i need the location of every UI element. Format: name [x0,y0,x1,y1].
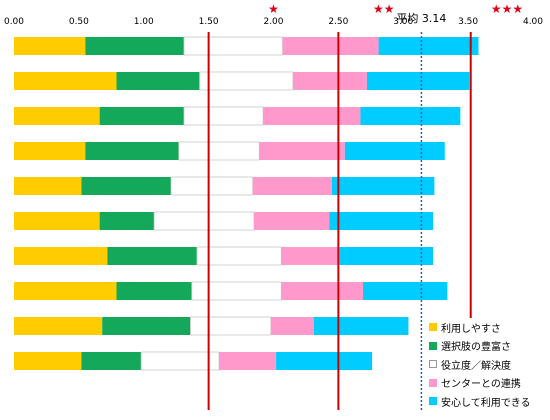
legend-label-coordination: センターとの連携 [441,379,521,391]
bar-segment-row1-series5 [378,37,479,55]
bar-segment-row2-series5 [366,72,470,90]
bar-segment-row8-series3 [191,281,282,301]
bar-segment-row1-series2 [85,37,184,55]
bar-segment-row2-series3 [199,71,294,91]
bar-segment-row6-series1 [14,212,100,230]
bar-segment-row1-series1 [14,37,86,55]
bar-segment-row2-series4 [292,72,367,90]
star-marker-3: ★★★ [491,2,523,16]
bar-segment-row2-series2 [116,72,200,90]
x-tick-label: 3.00 [393,17,413,27]
legend-label-reliability: 安心して利用できる [441,397,531,409]
bar-segment-row6-series3 [153,211,255,231]
bar-segment-row10-series1 [14,352,82,370]
x-tick-label: 1.00 [134,17,154,27]
legend-swatch-reliability [429,397,437,406]
bar-segment-row9-series1 [14,317,103,335]
bar-segment-row4-series3 [178,141,260,161]
legend-item-coordination: センターとの連携 [429,374,550,393]
bar-segment-row5-series2 [81,177,171,195]
bar-segment-row3-series1 [14,107,100,125]
x-tick-label: 0.50 [69,17,89,27]
star-marker-2: ★★ [373,2,395,16]
legend-item-reliability: 安心して利用できる [429,392,550,411]
bar-segment-row1-series4 [282,37,379,55]
bar-segment-row7-series5 [339,247,434,265]
bar-segment-row8-series1 [14,282,117,300]
bar-segment-row4-series1 [14,142,86,160]
bar-segment-row10-series3 [140,351,220,371]
bar-segment-row4-series2 [85,142,179,160]
legend-label-variety: 選択肢の豊富さ [441,342,511,354]
x-tick-label: 4.00 [523,17,543,27]
bar-segment-row8-series4 [281,282,364,300]
bar-segment-row3-series5 [360,107,461,125]
legend-label-usefulness: 役立度／解決度 [441,360,511,372]
bar-segment-row8-series2 [116,282,192,300]
bar-segment-row10-series4 [219,352,277,370]
bar-segment-row6-series4 [254,212,330,230]
legend-item-variety: 選択肢の豊富さ [429,337,550,356]
bar-segment-row9-series5 [313,317,409,335]
bar-segment-row9-series4 [270,317,314,335]
legend-item-usability: 利用しやすさ [429,318,550,337]
legend-label-usability: 利用しやすさ [441,323,501,335]
bar-segment-row1-series3 [183,36,283,56]
bar-segment-row5-series5 [331,177,435,195]
bar-segment-row5-series4 [252,177,332,195]
bar-segment-row5-series3 [170,176,254,196]
bar-segment-row4-series5 [344,142,445,160]
x-tick-label: 2.00 [263,17,283,27]
x-tick-label: 1.50 [199,17,219,27]
bar-segment-row10-series5 [276,352,373,370]
legend-item-usefulness: 役立度／解決度 [429,355,550,374]
bar-segment-row7-series1 [14,247,108,265]
legend-swatch-usability [429,323,437,332]
bar-segment-row3-series2 [99,107,184,125]
x-tick-label: 2.50 [328,17,348,27]
bar-segment-row10-series2 [81,352,142,370]
legend-swatch-coordination [429,378,437,387]
bar-segment-row8-series5 [363,282,448,300]
legend: 利用しやすさ 選択肢の豊富さ 役立度／解決度 センターとの連携 安心して利用でき… [429,318,550,416]
bar-segment-row9-series3 [190,316,272,336]
bar-segment-row4-series4 [259,142,345,160]
x-tick-label: 3.50 [458,17,478,27]
legend-swatch-usefulness [429,360,437,369]
bar-segment-row3-series3 [183,106,264,126]
bar-segment-row7-series4 [281,247,340,265]
bar-segment-row7-series2 [107,247,197,265]
average-label: 平均 3.14 [396,12,446,25]
star-marker-1: ★ [268,2,279,16]
bar-segment-row9-series2 [102,317,191,335]
x-tick-label: 0.00 [4,17,24,27]
bar-segment-row3-series4 [263,107,361,125]
bar-segment-row5-series1 [14,177,82,195]
bar-segment-row6-series5 [329,212,434,230]
bar-segment-row6-series2 [99,212,155,230]
legend-swatch-variety [429,341,437,350]
bar-segment-row2-series1 [14,72,117,90]
